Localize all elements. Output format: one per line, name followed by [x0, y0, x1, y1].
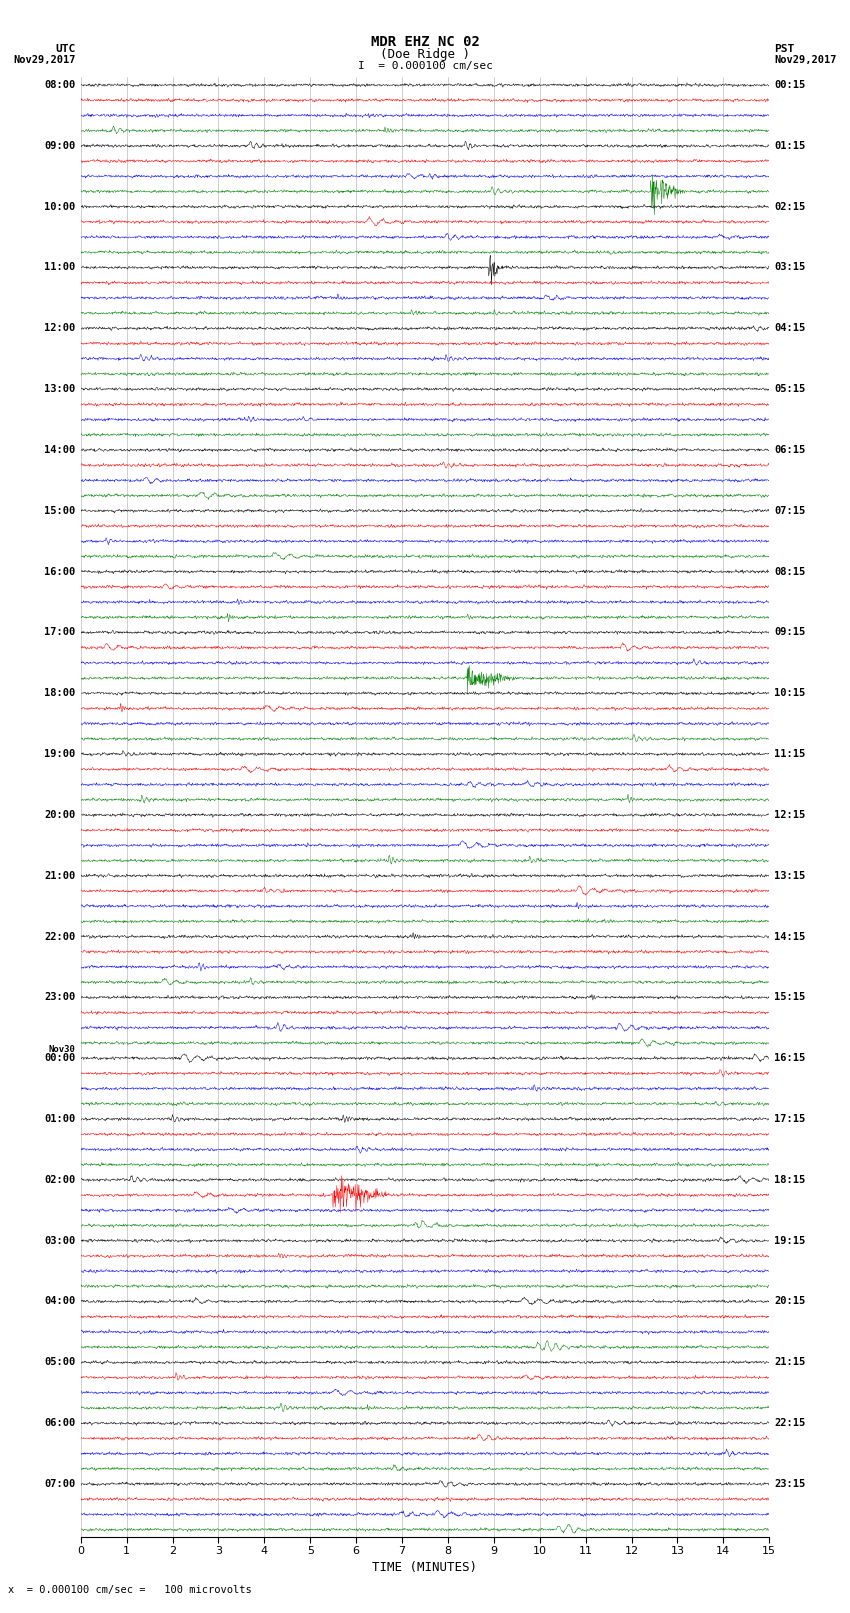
Text: 18:00: 18:00: [44, 689, 76, 698]
Text: 05:00: 05:00: [44, 1357, 76, 1368]
Text: 09:00: 09:00: [44, 140, 76, 152]
Text: 02:00: 02:00: [44, 1174, 76, 1186]
Text: 09:15: 09:15: [774, 627, 806, 637]
Text: 06:00: 06:00: [44, 1418, 76, 1428]
Text: 17:00: 17:00: [44, 627, 76, 637]
Text: 16:15: 16:15: [774, 1053, 806, 1063]
Text: 23:15: 23:15: [774, 1479, 806, 1489]
Text: 02:15: 02:15: [774, 202, 806, 211]
Text: UTC: UTC: [55, 44, 76, 53]
Text: x  = 0.000100 cm/sec =   100 microvolts: x = 0.000100 cm/sec = 100 microvolts: [8, 1586, 252, 1595]
Text: 20:00: 20:00: [44, 810, 76, 819]
Text: 20:15: 20:15: [774, 1297, 806, 1307]
Text: 07:00: 07:00: [44, 1479, 76, 1489]
Text: 19:00: 19:00: [44, 748, 76, 760]
Text: 22:00: 22:00: [44, 932, 76, 942]
Text: 18:15: 18:15: [774, 1174, 806, 1186]
Text: 14:15: 14:15: [774, 932, 806, 942]
Text: 10:00: 10:00: [44, 202, 76, 211]
Text: 01:15: 01:15: [774, 140, 806, 152]
Text: 04:15: 04:15: [774, 323, 806, 334]
Text: 00:15: 00:15: [774, 81, 806, 90]
Text: Nov30: Nov30: [48, 1045, 76, 1053]
Text: 03:00: 03:00: [44, 1236, 76, 1245]
Text: 01:00: 01:00: [44, 1115, 76, 1124]
Text: 21:15: 21:15: [774, 1357, 806, 1368]
Text: 10:15: 10:15: [774, 689, 806, 698]
Text: 11:15: 11:15: [774, 748, 806, 760]
Text: 03:15: 03:15: [774, 263, 806, 273]
Text: 14:00: 14:00: [44, 445, 76, 455]
Text: 11:00: 11:00: [44, 263, 76, 273]
Text: 16:00: 16:00: [44, 566, 76, 576]
Text: Nov29,2017: Nov29,2017: [13, 55, 76, 65]
Text: Nov29,2017: Nov29,2017: [774, 55, 837, 65]
Text: 12:15: 12:15: [774, 810, 806, 819]
Text: PST: PST: [774, 44, 795, 53]
Text: 15:00: 15:00: [44, 506, 76, 516]
Text: I  = 0.000100 cm/sec: I = 0.000100 cm/sec: [358, 61, 492, 71]
Text: 17:15: 17:15: [774, 1115, 806, 1124]
Text: 07:15: 07:15: [774, 506, 806, 516]
Text: MDR EHZ NC 02: MDR EHZ NC 02: [371, 35, 479, 50]
X-axis label: TIME (MINUTES): TIME (MINUTES): [372, 1561, 478, 1574]
Text: 08:00: 08:00: [44, 81, 76, 90]
Text: 06:15: 06:15: [774, 445, 806, 455]
Text: 08:15: 08:15: [774, 566, 806, 576]
Text: 13:00: 13:00: [44, 384, 76, 394]
Text: 05:15: 05:15: [774, 384, 806, 394]
Text: 15:15: 15:15: [774, 992, 806, 1002]
Text: 04:00: 04:00: [44, 1297, 76, 1307]
Text: 23:00: 23:00: [44, 992, 76, 1002]
Text: 19:15: 19:15: [774, 1236, 806, 1245]
Text: 12:00: 12:00: [44, 323, 76, 334]
Text: (Doe Ridge ): (Doe Ridge ): [380, 48, 470, 61]
Text: 22:15: 22:15: [774, 1418, 806, 1428]
Text: 00:00: 00:00: [44, 1053, 76, 1063]
Text: 13:15: 13:15: [774, 871, 806, 881]
Text: 21:00: 21:00: [44, 871, 76, 881]
